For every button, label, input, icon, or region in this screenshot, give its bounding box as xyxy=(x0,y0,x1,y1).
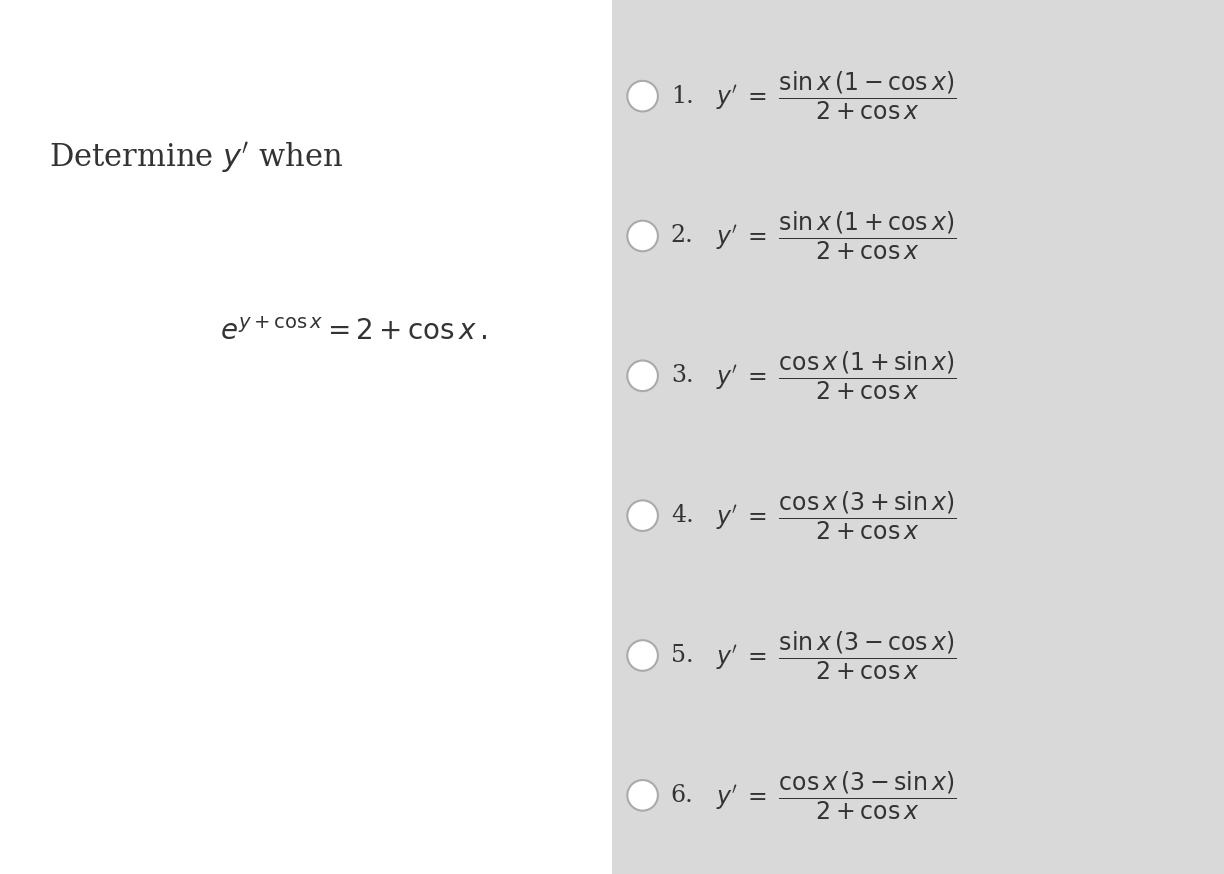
Text: $y' \;=\; \dfrac{\cos x\,(3 + \sin x)}{2 + \cos x}$: $y' \;=\; \dfrac{\cos x\,(3 + \sin x)}{2… xyxy=(716,489,956,542)
Text: 6.: 6. xyxy=(671,784,694,807)
Text: 4.: 4. xyxy=(671,504,694,527)
Ellipse shape xyxy=(627,220,657,252)
Text: $y' \;=\; \dfrac{\sin x\,(1 + \cos x)}{2 + \cos x}$: $y' \;=\; \dfrac{\sin x\,(1 + \cos x)}{2… xyxy=(716,210,956,262)
Text: 3.: 3. xyxy=(671,364,693,387)
Text: $y' \;=\; \dfrac{\cos x\,(1 + \sin x)}{2 + \cos x}$: $y' \;=\; \dfrac{\cos x\,(1 + \sin x)}{2… xyxy=(716,350,956,402)
Text: $y' \;=\; \dfrac{\sin x\,(1 - \cos x)}{2 + \cos x}$: $y' \;=\; \dfrac{\sin x\,(1 - \cos x)}{2… xyxy=(716,70,956,122)
Text: $e^{y+\cos x} = 2 + \cos x\,.$: $e^{y+\cos x} = 2 + \cos x\,.$ xyxy=(220,318,488,346)
Text: 1.: 1. xyxy=(671,85,694,108)
Text: $y' \;=\; \dfrac{\cos x\,(3 - \sin x)}{2 + \cos x}$: $y' \;=\; \dfrac{\cos x\,(3 - \sin x)}{2… xyxy=(716,769,956,822)
Ellipse shape xyxy=(627,80,657,112)
Text: 5.: 5. xyxy=(671,644,693,667)
Ellipse shape xyxy=(627,640,657,671)
FancyBboxPatch shape xyxy=(0,0,612,874)
Text: $y' \;=\; \dfrac{\sin x\,(3 - \cos x)}{2 + \cos x}$: $y' \;=\; \dfrac{\sin x\,(3 - \cos x)}{2… xyxy=(716,629,956,682)
Ellipse shape xyxy=(627,500,657,531)
Ellipse shape xyxy=(627,780,657,811)
Text: 2.: 2. xyxy=(671,225,694,247)
Ellipse shape xyxy=(627,360,657,392)
FancyBboxPatch shape xyxy=(612,0,1224,874)
Text: Determine $y'$ when: Determine $y'$ when xyxy=(49,140,343,175)
